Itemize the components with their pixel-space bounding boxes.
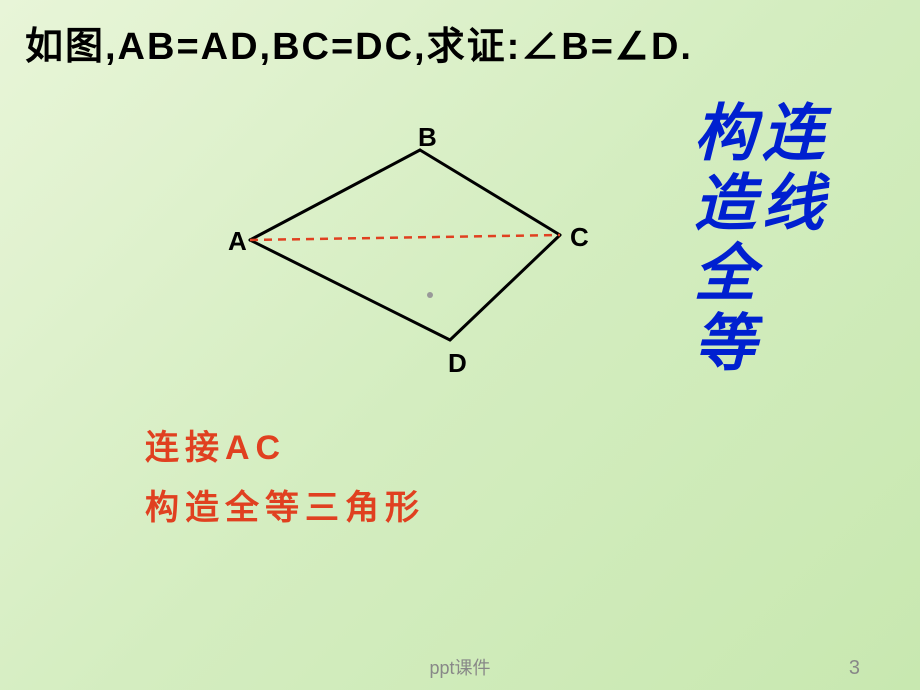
side-note-part1: 连线 — [752, 100, 820, 240]
vertex-label-b: B — [418, 122, 437, 153]
page-title: 如图,AB=AD,BC=DC,求证:∠B=∠D. — [25, 15, 693, 70]
side-note: 连线构造全等 — [684, 100, 820, 380]
vertex-label-c: C — [570, 222, 589, 253]
hint-text-2: 构造全等三角形 — [145, 480, 425, 529]
footer-label: ppt课件 — [429, 654, 490, 680]
vertex-label-a: A — [228, 226, 247, 257]
hint-text-1: 连接AC — [145, 420, 286, 469]
page-number: 3 — [849, 657, 860, 680]
side-note-part2: 构造全等 — [684, 100, 752, 380]
vertex-label-d: D — [448, 348, 467, 379]
geometry-diagram: A B C D — [200, 130, 620, 380]
diagram-svg — [200, 130, 620, 380]
